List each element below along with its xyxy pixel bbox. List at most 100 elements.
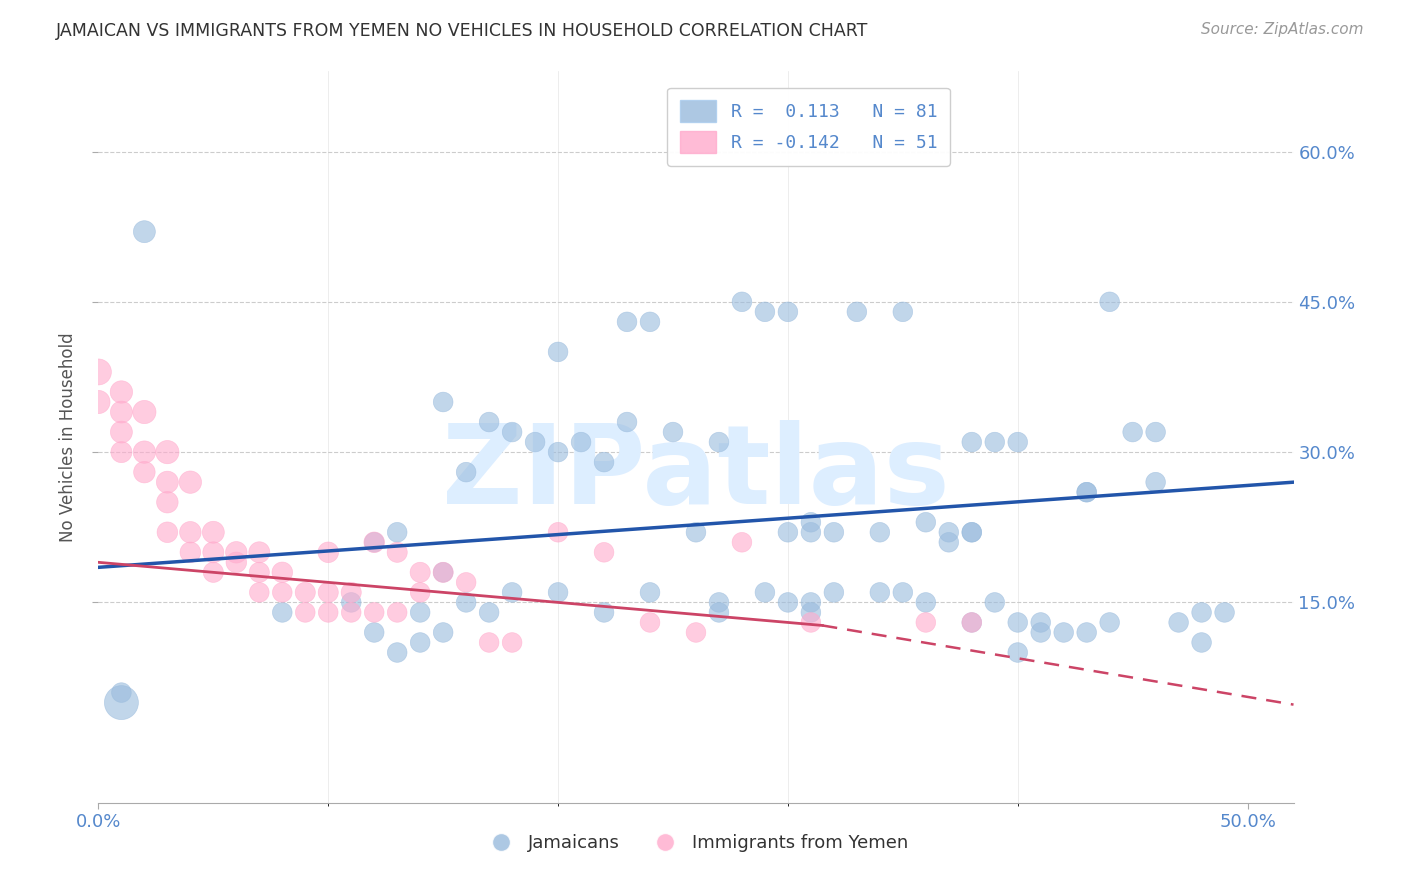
Point (823, 585, 845, 599)
Point (960, 525, 983, 540)
Point (87, 395, 110, 409)
Point (134, 445, 156, 459)
Point (731, 535, 754, 549)
Text: JAMAICAN VS IMMIGRANTS FROM YEMEN NO VEHICLES IN HOUSEHOLD CORRELATION CHART: JAMAICAN VS IMMIGRANTS FROM YEMEN NO VEH… (56, 22, 869, 40)
Point (731, 294, 754, 309)
Point (800, 615, 823, 630)
Point (409, 635, 432, 649)
Point (1076, 485, 1098, 500)
Point (914, 595, 936, 609)
Point (179, 475, 201, 490)
Point (754, 305, 776, 319)
Point (501, 635, 523, 649)
Point (247, 566, 270, 580)
Point (110, 445, 132, 459)
Point (685, 525, 707, 540)
Point (547, 525, 569, 540)
Point (134, 225, 156, 239)
Point (110, 685, 132, 699)
Point (638, 615, 661, 630)
Point (363, 625, 385, 640)
Point (110, 405, 132, 419)
Point (363, 606, 385, 620)
Point (1007, 435, 1029, 450)
Text: ZIPatlas: ZIPatlas (441, 420, 950, 527)
Point (800, 606, 823, 620)
Point (524, 435, 547, 450)
Point (938, 525, 960, 540)
Point (156, 475, 179, 490)
Point (662, 425, 685, 439)
Point (456, 595, 478, 609)
Point (869, 585, 891, 599)
Point (685, 625, 707, 640)
Point (984, 595, 1007, 609)
Point (179, 545, 201, 559)
Point (156, 525, 179, 540)
Point (1191, 635, 1213, 649)
Point (363, 535, 385, 549)
Point (800, 515, 823, 529)
Point (776, 305, 799, 319)
Point (984, 435, 1007, 450)
Point (409, 585, 432, 599)
Point (340, 595, 363, 609)
Point (1213, 606, 1236, 620)
Point (478, 606, 501, 620)
Point (593, 606, 616, 620)
Point (385, 525, 409, 540)
Point (1167, 615, 1189, 630)
Point (638, 585, 661, 599)
Point (960, 435, 983, 450)
Point (156, 445, 179, 459)
Point (316, 545, 339, 559)
Point (638, 315, 661, 329)
Point (707, 606, 730, 620)
Point (547, 445, 569, 459)
Point (432, 566, 454, 580)
Point (134, 465, 156, 479)
Point (1029, 615, 1052, 630)
Point (456, 465, 478, 479)
Point (385, 545, 409, 559)
Point (456, 575, 478, 590)
Point (202, 545, 225, 559)
Point (432, 566, 454, 580)
Point (800, 595, 823, 609)
Point (547, 345, 569, 359)
Point (960, 615, 983, 630)
Point (776, 595, 799, 609)
Point (754, 585, 776, 599)
Point (869, 525, 891, 540)
Point (294, 606, 316, 620)
Legend: Jamaicans, Immigrants from Yemen: Jamaicans, Immigrants from Yemen (477, 827, 915, 860)
Point (294, 585, 316, 599)
Point (1029, 625, 1052, 640)
Point (593, 455, 616, 469)
Point (87, 365, 110, 379)
Point (409, 606, 432, 620)
Point (247, 545, 270, 559)
Point (1007, 615, 1029, 630)
Point (363, 535, 385, 549)
Point (316, 606, 339, 620)
Point (202, 566, 225, 580)
Point (914, 515, 936, 529)
Point (1076, 625, 1098, 640)
Point (202, 525, 225, 540)
Point (179, 525, 201, 540)
Point (1098, 615, 1121, 630)
Point (1098, 294, 1121, 309)
Point (409, 566, 432, 580)
Point (823, 525, 845, 540)
Point (1076, 485, 1098, 500)
Point (110, 696, 132, 710)
Point (1007, 646, 1029, 660)
Point (271, 606, 294, 620)
Point (1144, 475, 1167, 490)
Point (478, 415, 501, 429)
Point (501, 585, 523, 599)
Point (225, 545, 247, 559)
Point (776, 525, 799, 540)
Point (707, 595, 730, 609)
